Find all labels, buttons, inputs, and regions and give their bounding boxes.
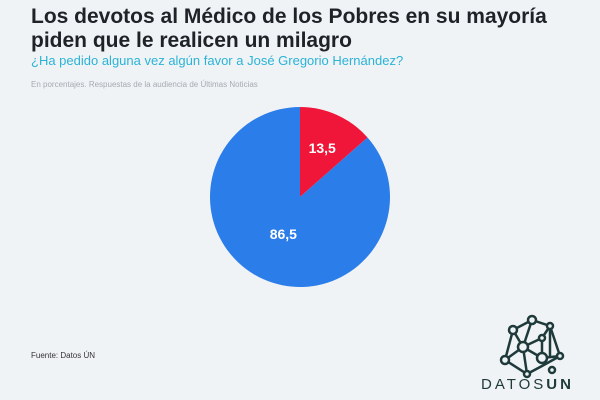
pie-slice — [300, 107, 368, 197]
logo-text: DATOSUN — [481, 376, 574, 393]
datosun-logo-icon — [499, 314, 565, 379]
chart-subtitle: ¿Ha pedido alguna vez algún favor a José… — [31, 53, 404, 68]
chart-note: En porcentajes. Respuestas de la audienc… — [31, 80, 258, 89]
pie-slice — [210, 107, 390, 287]
logo-text-un: UN — [546, 376, 574, 393]
pie-data-label: 86,5 — [270, 226, 297, 242]
logo-text-datos: DATOS — [481, 376, 547, 393]
chart-title: Los devotos al Médico de los Pobres en s… — [31, 5, 547, 52]
pie-data-label: 13,5 — [309, 140, 336, 156]
source-text: Fuente: Datos ÚN — [31, 351, 96, 360]
